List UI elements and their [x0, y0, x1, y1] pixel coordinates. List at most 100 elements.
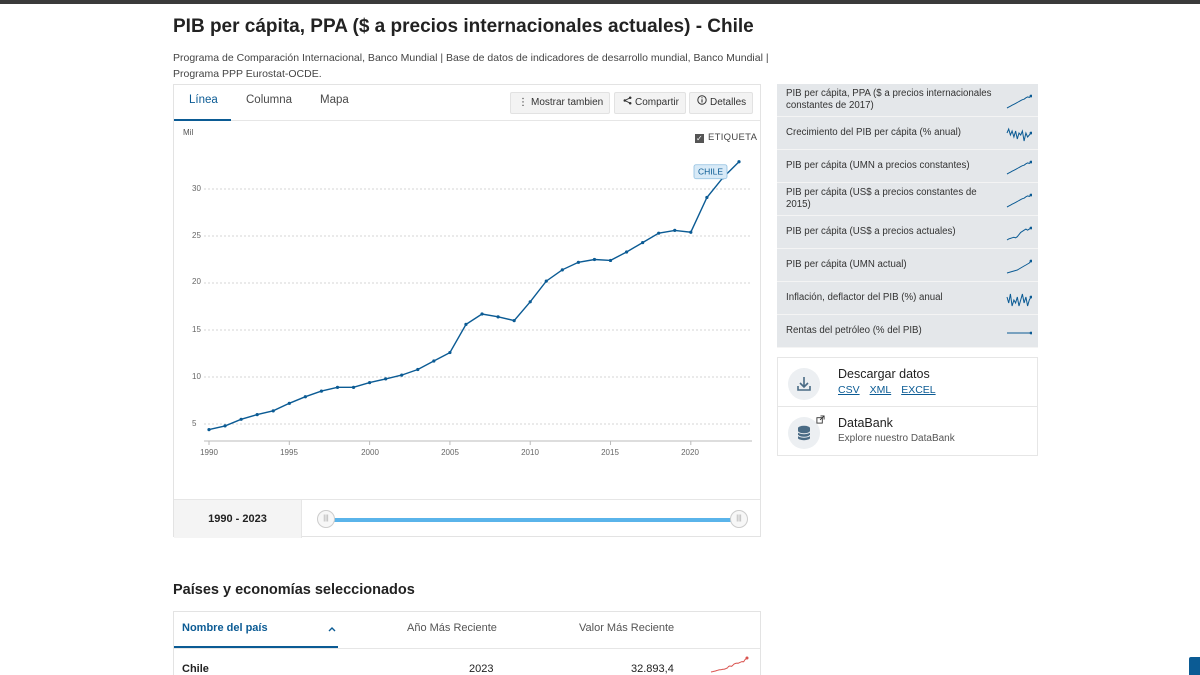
y-tick-label: 10 [192, 372, 201, 381]
section-title: Países y economías seleccionados [173, 582, 415, 598]
data-point[interactable] [319, 389, 324, 393]
data-point[interactable] [689, 230, 693, 234]
data-point[interactable] [416, 367, 420, 372]
indicator-item[interactable]: PIB per cápita (US$ a precios actuales) [777, 216, 1038, 249]
data-point[interactable] [400, 373, 404, 377]
related-indicators-list: PIB per cápita, PPA ($ a precios interna… [777, 84, 1038, 348]
data-point[interactable] [464, 322, 468, 326]
download-excel-link[interactable]: EXCEL [901, 384, 936, 396]
range-end-handle[interactable]: ||| [730, 510, 748, 528]
indicator-label: PIB per cápita (UMN actual) [786, 259, 907, 270]
y-tick-label: 25 [192, 231, 201, 240]
data-point[interactable] [255, 413, 259, 417]
download-csv-link[interactable]: CSV [838, 384, 860, 396]
download-card: Descargar datos CSV XML EXCEL DataBank Exp… [777, 357, 1038, 456]
cell-value: 32.893,4 [631, 663, 674, 675]
data-point[interactable] [705, 195, 709, 200]
data-point[interactable] [641, 240, 645, 245]
data-point[interactable] [657, 231, 661, 235]
data-point[interactable] [560, 268, 564, 272]
sparkline [1007, 331, 1032, 335]
range-selector: 1990 - 2023 ||| ||| [174, 499, 760, 538]
tab-linea[interactable]: Línea [189, 94, 218, 106]
data-point[interactable] [303, 395, 307, 399]
data-point[interactable] [384, 377, 388, 381]
data-point[interactable] [592, 257, 597, 262]
databank-title: DataBank [838, 416, 893, 430]
column-header-value[interactable]: Valor Más Reciente [579, 622, 675, 634]
y-tick-label: 5 [192, 419, 197, 428]
data-point[interactable] [480, 312, 484, 316]
top-bar [0, 0, 1200, 4]
indicator-item[interactable]: PIB per cápita (UMN actual) [777, 249, 1038, 282]
data-point[interactable] [287, 401, 291, 405]
data-point[interactable] [207, 428, 211, 432]
data-point[interactable] [528, 300, 532, 304]
data-point[interactable] [239, 417, 243, 421]
data-point[interactable] [223, 424, 227, 428]
sparkline [1006, 226, 1032, 241]
range-slider-track[interactable] [331, 518, 739, 522]
series-end-label: CHILE [693, 164, 728, 180]
download-xml-link[interactable]: XML [869, 384, 892, 396]
cell-country[interactable]: Chile [182, 663, 209, 675]
indicator-item[interactable]: PIB per cápita (UMN a precios constantes… [777, 150, 1038, 183]
data-point[interactable] [608, 258, 613, 263]
data-point[interactable] [673, 228, 677, 232]
indicator-item[interactable]: PIB per cápita (US$ a precios constantes… [777, 183, 1038, 216]
data-point[interactable] [351, 385, 356, 389]
indicator-label: PIB per cápita (US$ a precios actuales) [786, 226, 956, 237]
header-divider [174, 648, 760, 649]
data-point[interactable] [624, 250, 629, 254]
indicator-label: Crecimiento del PIB per cápita (% anual) [786, 127, 961, 138]
download-icon [788, 368, 820, 400]
details-button[interactable]: Detalles [689, 92, 754, 114]
column-header-country[interactable]: Nombre del país [182, 622, 268, 634]
data-point[interactable] [271, 409, 275, 413]
data-point[interactable] [737, 160, 741, 164]
tab-columna[interactable]: Columna [246, 94, 293, 106]
data-point[interactable] [448, 350, 452, 355]
chart-card: Línea Columna Mapa ⋮ Mostrar tambien Comp… [173, 84, 761, 538]
range-start-handle[interactable]: ||| [317, 510, 335, 528]
data-point[interactable] [512, 319, 516, 323]
share-label: Compartir [635, 97, 679, 108]
sparkline [1006, 160, 1032, 175]
data-point[interactable] [432, 359, 436, 363]
countries-table: Nombre del país Año Más Reciente Valor M… [173, 611, 761, 675]
indicator-item[interactable]: PIB per cápita, PPA ($ a precios interna… [777, 84, 1038, 117]
x-tick-label: 2005 [441, 448, 459, 457]
chevron-up-icon[interactable] [328, 626, 336, 632]
sparkline-path [1006, 161, 1032, 175]
sparkline-end-point [1029, 193, 1032, 197]
data-point[interactable] [335, 385, 340, 389]
label-toggle[interactable]: ✓ ETIQUETA [695, 132, 757, 143]
indicator-item[interactable]: Crecimiento del PIB per cápita (% anual) [777, 117, 1038, 150]
share-button[interactable]: Compartir [614, 92, 686, 114]
data-point[interactable] [368, 381, 372, 385]
indicator-item[interactable]: Inflación, deflactor del PIB (%) anual [777, 282, 1038, 315]
page-title: PIB per cápita, PPA ($ a precios interna… [173, 16, 754, 37]
tab-mapa[interactable]: Mapa [320, 94, 349, 106]
data-point[interactable] [544, 279, 548, 283]
sparkline-path [1006, 227, 1032, 241]
indicator-item[interactable]: Rentas del petróleo (% del PIB) [777, 315, 1038, 348]
active-tab-indicator [174, 119, 231, 121]
sparkline [1006, 127, 1032, 142]
databank-row[interactable]: DataBank Explore nuestro DataBank [778, 407, 1037, 456]
sparkline [1006, 259, 1032, 274]
download-links: CSV XML EXCEL [838, 384, 946, 396]
sparkline-end-point [1029, 331, 1032, 335]
show-also-button[interactable]: ⋮ Mostrar tambien [510, 92, 611, 114]
sparkline-end-point [1029, 259, 1032, 263]
x-tick-label: 2000 [361, 448, 379, 457]
data-point[interactable] [496, 315, 500, 319]
series-name-label: CHILE [698, 167, 723, 177]
column-header-year[interactable]: Año Más Reciente [407, 622, 497, 634]
sparkline-path [1006, 293, 1032, 307]
show-also-label: Mostrar tambien [531, 97, 604, 108]
databank-subtitle: Explore nuestro DataBank [838, 433, 955, 444]
data-point[interactable] [576, 260, 580, 264]
feedback-button[interactable] [1189, 657, 1200, 675]
x-tick-label: 1990 [200, 448, 218, 457]
